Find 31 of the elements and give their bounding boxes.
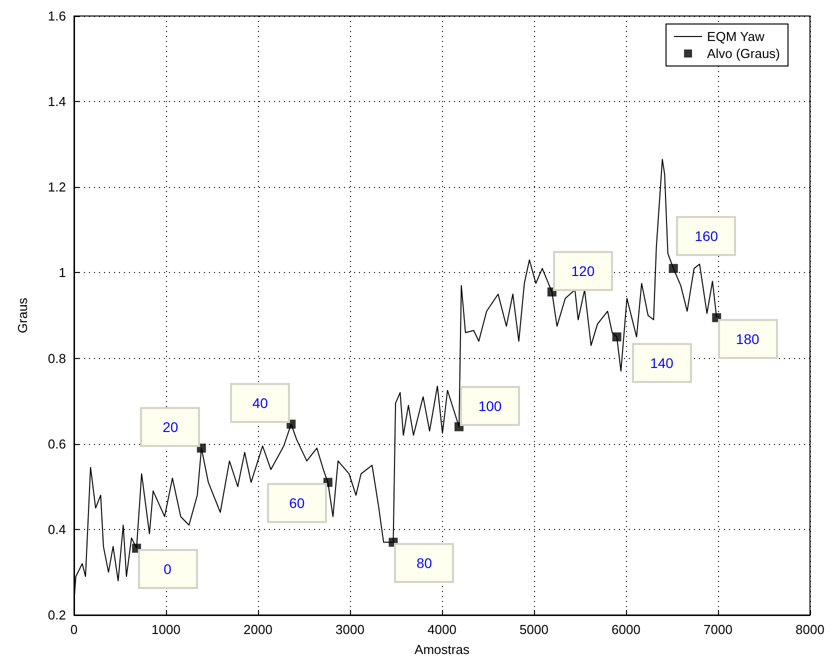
- y-tick-label: 0.6: [48, 436, 66, 452]
- note-box: 180: [718, 318, 778, 359]
- note-box: 80: [394, 543, 454, 584]
- x-tick-label: 3000: [336, 622, 364, 637]
- x-tick-label: 8000: [796, 622, 824, 637]
- x-tick-label: 4000: [428, 622, 456, 637]
- legend-label: EQM Yaw: [707, 29, 765, 44]
- note-box: 20: [140, 407, 200, 448]
- x-tick-label: 5000: [520, 622, 548, 637]
- x-tick-label: 1000: [152, 622, 180, 637]
- y-tick-label: 0.4: [48, 522, 66, 537]
- note-box: 40: [230, 383, 290, 424]
- x-tick-label: 2000: [244, 622, 272, 637]
- y-axis-title: Graus: [15, 297, 30, 334]
- y-tick-label: 1.2: [48, 180, 66, 195]
- note-box: 60: [266, 483, 327, 524]
- x-axis-title: Amostras: [414, 642, 470, 657]
- legend-label: Alvo (Graus): [707, 46, 780, 61]
- note-box: 160: [676, 216, 736, 256]
- x-tick-label: 0: [70, 622, 78, 637]
- note-box: 120: [552, 250, 613, 291]
- note-box: 0: [138, 549, 198, 590]
- y-tick-label: 1.6: [48, 8, 66, 24]
- x-tick-label: 6000: [612, 622, 640, 637]
- y-tick-label: 1.4: [48, 94, 66, 110]
- y-tick-label: 0.8: [48, 350, 66, 366]
- y-tick-label: 0.2: [48, 608, 66, 622]
- note-box: 100: [460, 386, 520, 426]
- note-box: 140: [632, 342, 692, 383]
- x-tick-label: 7000: [704, 622, 732, 637]
- y-tick-label: 1: [58, 265, 66, 280]
